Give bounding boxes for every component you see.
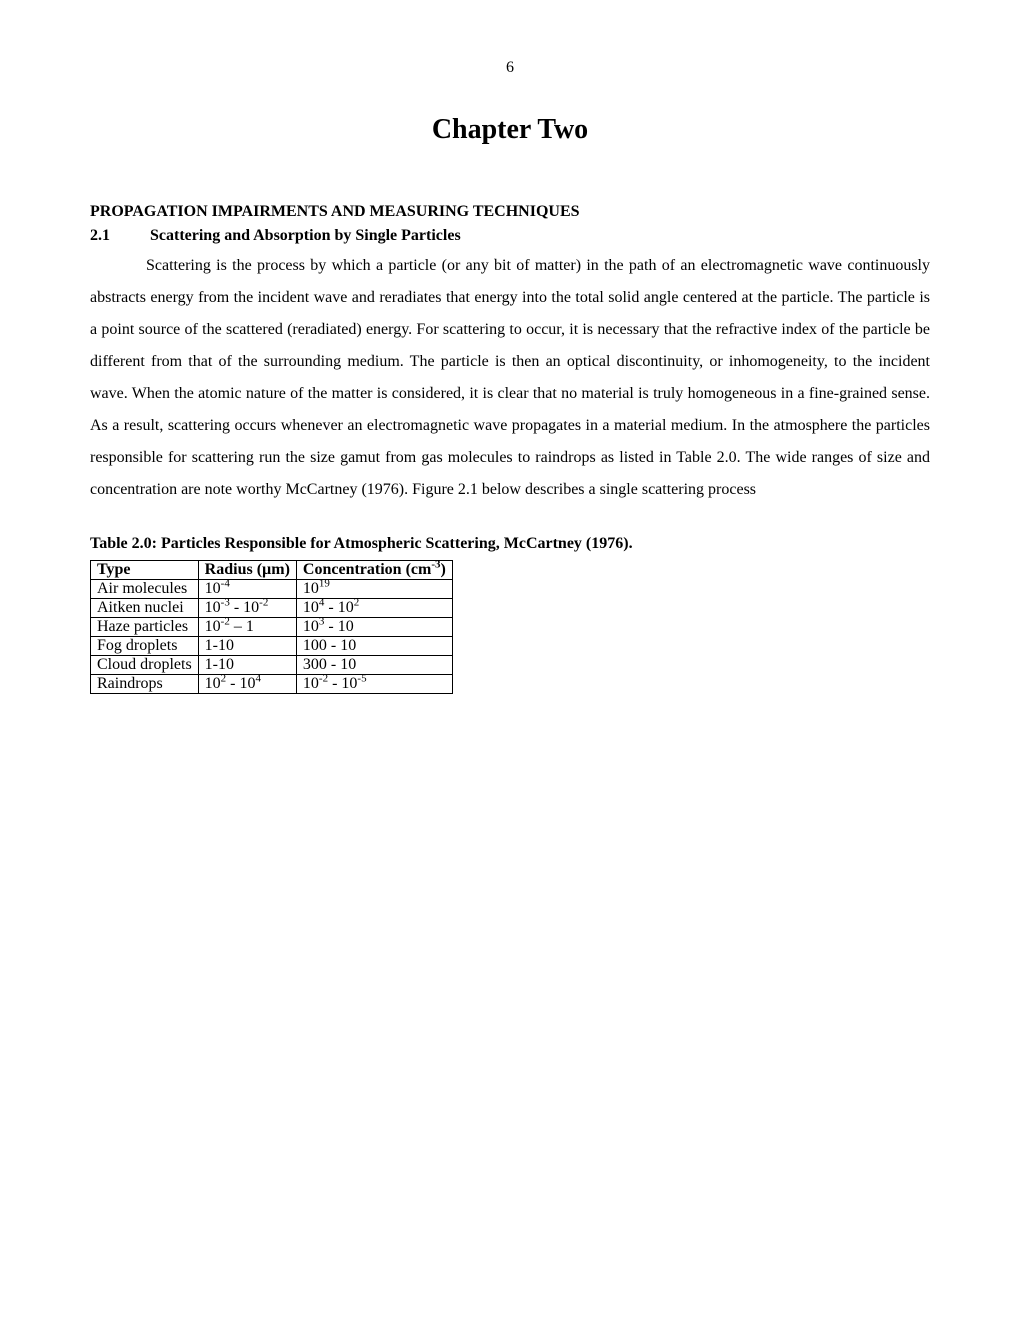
body-paragraph: Scattering is the process by which a par… [90, 250, 930, 506]
cell-type: Fog droplets [91, 637, 199, 656]
cell-radius: 10-4 [198, 580, 296, 599]
subsection-heading: 2.1 Scattering and Absorption by Single … [90, 228, 930, 244]
cell-conc: 100 - 10 [296, 637, 452, 656]
table-row: Aitken nuclei 10-3 - 10-2 104 - 102 [91, 599, 453, 618]
cell-conc: 300 - 10 [296, 656, 452, 675]
cell-type: Raindrops [91, 675, 199, 694]
cell-radius: 1-10 [198, 637, 296, 656]
cell-type: Cloud droplets [91, 656, 199, 675]
scattering-table: Type Radius (µm) Concentration (cm-3) Ai… [90, 560, 453, 694]
table-row: Cloud droplets 1-10 300 - 10 [91, 656, 453, 675]
table-caption: Table 2.0: Particles Responsible for Atm… [90, 536, 930, 552]
col-type: Type [91, 561, 199, 580]
col-radius: Radius (µm) [198, 561, 296, 580]
table-header-row: Type Radius (µm) Concentration (cm-3) [91, 561, 453, 580]
cell-type: Haze particles [91, 618, 199, 637]
table-row: Fog droplets 1-10 100 - 10 [91, 637, 453, 656]
cell-conc: 104 - 102 [296, 599, 452, 618]
cell-type: Air molecules [91, 580, 199, 599]
table-row: Haze particles 10-2 – 1 103 - 10 [91, 618, 453, 637]
col-concentration: Concentration (cm-3) [296, 561, 452, 580]
section-heading: PROPAGATION IMPAIRMENTS AND MEASURING TE… [90, 204, 930, 220]
cell-radius: 10-2 – 1 [198, 618, 296, 637]
page-number: 6 [90, 60, 930, 76]
cell-radius: 1-10 [198, 656, 296, 675]
table-row: Raindrops 102 - 104 10-2 - 10-5 [91, 675, 453, 694]
cell-conc: 103 - 10 [296, 618, 452, 637]
subsection-title: Scattering and Absorption by Single Part… [150, 227, 461, 244]
cell-radius: 10-3 - 10-2 [198, 599, 296, 618]
cell-conc: 10-2 - 10-5 [296, 675, 452, 694]
chapter-title: Chapter Two [90, 116, 930, 144]
cell-conc: 1019 [296, 580, 452, 599]
table-body: Air molecules 10-4 1019 Aitken nuclei 10… [91, 580, 453, 694]
subsection-number: 2.1 [90, 228, 146, 244]
cell-type: Aitken nuclei [91, 599, 199, 618]
cell-radius: 102 - 104 [198, 675, 296, 694]
table-row: Air molecules 10-4 1019 [91, 580, 453, 599]
